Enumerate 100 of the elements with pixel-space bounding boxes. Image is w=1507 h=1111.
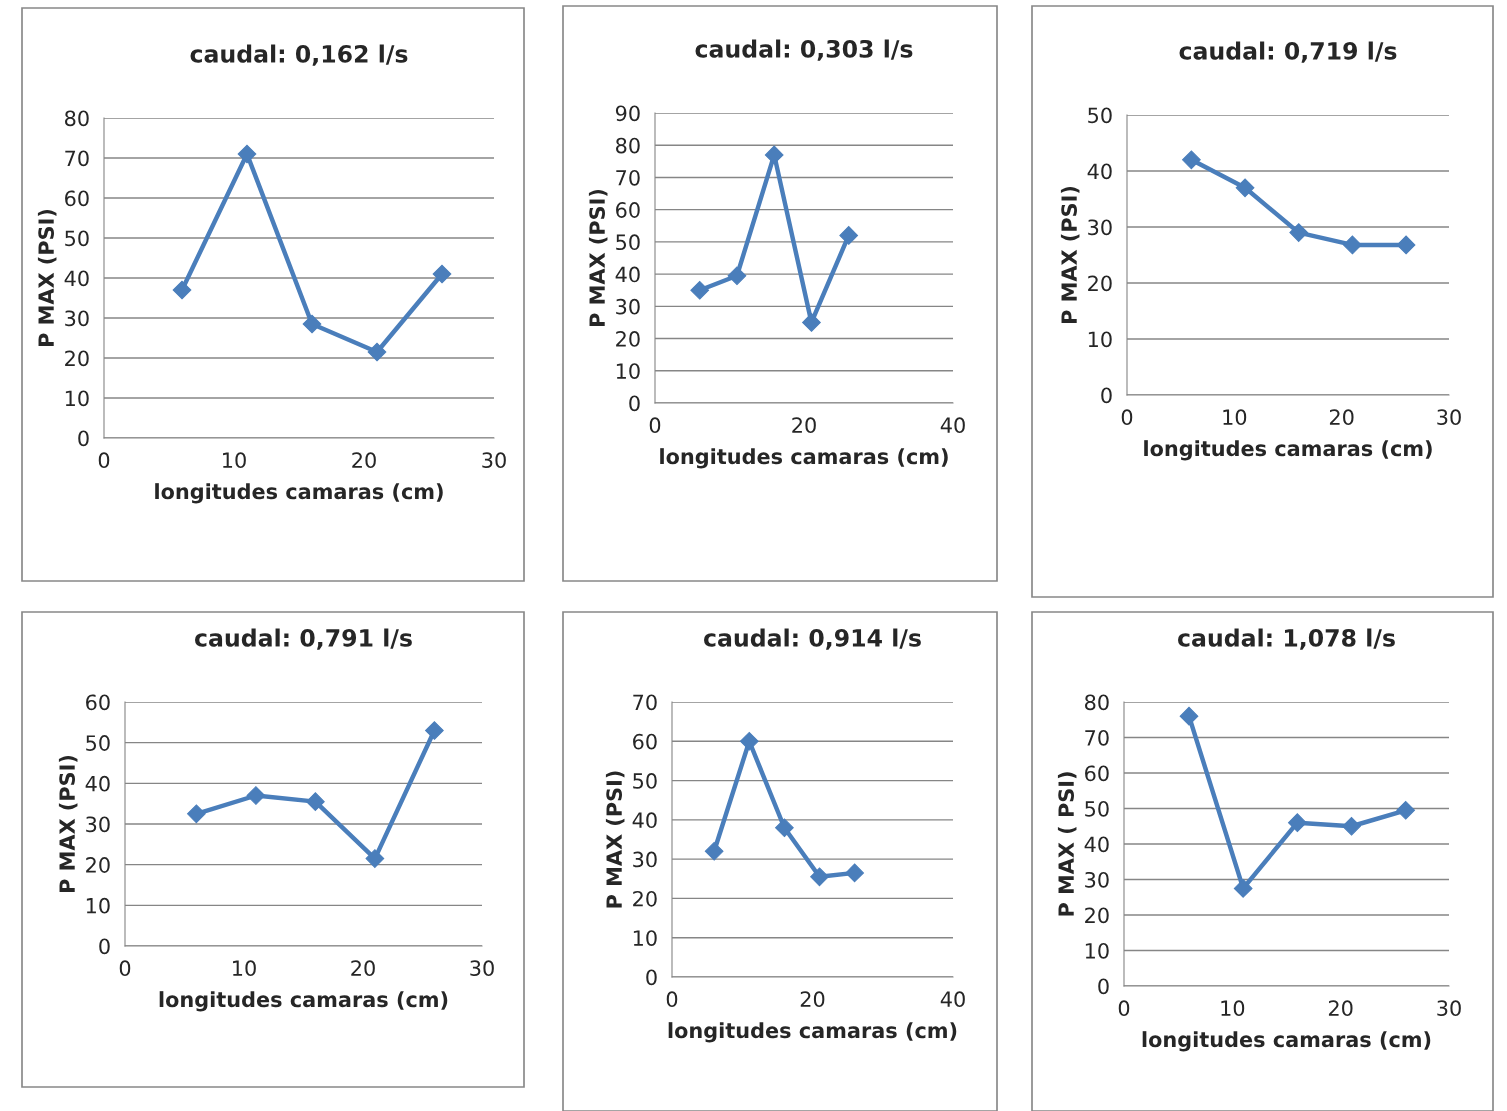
y-tick-label: 80 [616, 137, 640, 154]
y-tick-label: 60 [633, 733, 657, 750]
y-tick-label: 50 [616, 234, 640, 251]
point [367, 342, 387, 362]
x-tick-label: 10 [223, 452, 246, 469]
y-axis-title: P MAX (PSI) [1060, 186, 1080, 323]
chart-title: caudal: 0,719 l/s [1179, 41, 1397, 63]
point [1289, 223, 1309, 242]
y-tick-label: 20 [86, 857, 110, 873]
y-tick-label: 50 [1088, 107, 1112, 124]
point [187, 804, 206, 824]
y-tick-label: 70 [633, 694, 657, 711]
x-tick-label: 20 [352, 452, 376, 469]
x-tick-label: 0 [119, 960, 131, 977]
x-tick-label: 30 [470, 960, 494, 977]
point [306, 792, 325, 811]
y-tick-label: 20 [1088, 275, 1112, 292]
point [727, 266, 747, 286]
x-axis-title: longitudes camaras (cm) [660, 448, 948, 469]
x-tick-label: 10 [1221, 1000, 1245, 1017]
point [172, 280, 192, 300]
y-tick-label: 10 [633, 930, 657, 946]
point [1343, 235, 1362, 255]
y-tick-label: 30 [616, 298, 640, 315]
y-tick-label: 60 [1085, 765, 1109, 782]
point [690, 280, 710, 300]
x-tick-label: 30 [1437, 1000, 1461, 1017]
y-tick-label: 30 [65, 310, 89, 327]
x-tick-label: 30 [1437, 409, 1461, 426]
y-tick-label: 70 [65, 150, 89, 167]
point [1182, 150, 1201, 170]
x-tick-label: 0 [666, 991, 678, 1008]
x-tick-label: 20 [1328, 1000, 1353, 1017]
point [425, 721, 444, 740]
y-tick-label: 40 [64, 270, 89, 287]
y-tick-label: 40 [1087, 163, 1112, 180]
point [1179, 706, 1199, 726]
y-tick-label: 0 [99, 938, 110, 955]
point [1396, 235, 1416, 255]
x-tick-label: 20 [800, 991, 825, 1008]
y-tick-label: 50 [65, 230, 89, 247]
y-axis-title: P MAX (PSI) [605, 771, 625, 908]
y-tick-label: 80 [65, 110, 89, 127]
y-tick-label: 70 [616, 169, 640, 186]
y-tick-label: 10 [1085, 942, 1109, 959]
y-tick-label: 10 [616, 363, 640, 379]
y-tick-label: 30 [633, 851, 657, 868]
y-axis-title: P MAX (PSI) [37, 209, 57, 346]
point [365, 849, 385, 868]
point [1235, 178, 1255, 198]
y-tick-label: 30 [1088, 219, 1112, 236]
point [704, 841, 724, 861]
y-tick-label: 30 [86, 816, 110, 833]
point [302, 314, 322, 334]
point [764, 145, 784, 165]
y-tick-label: 70 [1085, 729, 1109, 746]
x-axis-title: longitudes camaras (cm) [1142, 1031, 1431, 1052]
x-tick-label: 40 [940, 991, 965, 1008]
y-tick-label: 20 [633, 890, 657, 907]
y-tick-label: 60 [65, 190, 89, 207]
y-tick-label: 10 [86, 897, 110, 914]
y-axis-title: P MAX (PSI) [588, 189, 608, 326]
point [237, 144, 257, 164]
point [845, 863, 865, 883]
y-tick-label: 60 [616, 202, 640, 218]
x-axis-title: longitudes camaras (cm) [159, 991, 448, 1012]
x-tick-label: 0 [1118, 1000, 1130, 1017]
y-tick-label: 20 [65, 350, 89, 367]
y-tick-label: 40 [1084, 836, 1109, 853]
point [246, 786, 266, 805]
point [810, 867, 829, 887]
chart-title: caudal: 0,914 l/s [704, 628, 921, 650]
y-tick-label: 20 [1085, 907, 1109, 924]
point [1342, 816, 1361, 836]
y-tick-label: 50 [1085, 800, 1109, 817]
y-tick-label: 0 [1098, 978, 1109, 995]
y-tick-label: 0 [78, 430, 89, 447]
x-axis-title: longitudes camaras (cm) [155, 483, 443, 504]
y-tick-label: 40 [632, 812, 657, 829]
chart-title: caudal: 0,303 l/s [695, 39, 913, 61]
y-tick-label: 10 [65, 390, 89, 407]
y-tick-label: 20 [616, 331, 640, 347]
x-tick-label: 10 [1223, 409, 1247, 426]
y-tick-label: 0 [1101, 387, 1112, 404]
x-tick-label: 0 [1121, 409, 1133, 426]
x-tick-label: 20 [792, 417, 816, 434]
y-tick-label: 10 [1088, 331, 1112, 348]
y-tick-label: 50 [86, 735, 110, 751]
x-axis-title: longitudes camaras (cm) [1144, 440, 1432, 461]
x-axis-title: longitudes camaras (cm) [668, 1022, 957, 1043]
point [1396, 800, 1416, 820]
chart-title: caudal: 0,791 l/s [195, 628, 412, 650]
point [739, 731, 759, 751]
y-tick-label: 60 [86, 694, 110, 711]
x-tick-label: 10 [233, 960, 256, 977]
x-tick-label: 30 [482, 452, 506, 469]
y-axis-title: P MAX (PSI) [58, 755, 78, 892]
chart-title: caudal: 0,162 l/s [190, 44, 408, 66]
point [775, 818, 794, 838]
y-tick-label: 0 [629, 395, 640, 412]
